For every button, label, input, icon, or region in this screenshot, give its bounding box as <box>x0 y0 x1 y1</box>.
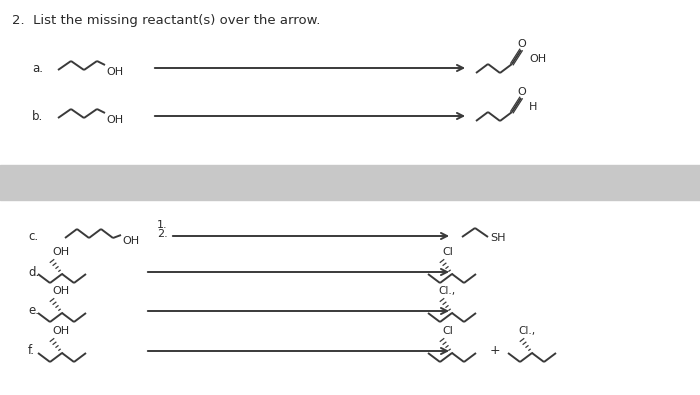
Text: a.: a. <box>32 62 43 75</box>
Text: 1.: 1. <box>157 220 167 230</box>
Text: OH: OH <box>122 236 139 246</box>
Text: OH: OH <box>106 67 123 77</box>
Text: 2.  List the missing reactant(s) over the arrow.: 2. List the missing reactant(s) over the… <box>12 14 321 27</box>
Text: SH: SH <box>490 233 505 243</box>
Text: O: O <box>517 87 526 97</box>
Text: H: H <box>529 102 538 112</box>
Text: OH: OH <box>52 247 69 257</box>
Text: b.: b. <box>32 109 43 122</box>
Text: OH: OH <box>529 54 546 64</box>
Text: 2.: 2. <box>157 229 168 239</box>
Bar <box>0 165 700 200</box>
Text: OH: OH <box>52 326 69 336</box>
Text: Cl.,: Cl., <box>518 326 535 336</box>
Text: f.: f. <box>28 344 35 357</box>
Text: Cl: Cl <box>442 326 453 336</box>
Text: c.: c. <box>28 229 38 243</box>
Text: e.: e. <box>28 305 39 318</box>
Text: +: + <box>490 344 500 357</box>
Text: d.: d. <box>28 265 39 278</box>
Text: OH: OH <box>52 286 69 296</box>
Text: Cl.,: Cl., <box>438 286 455 296</box>
Text: OH: OH <box>106 115 123 125</box>
Text: O: O <box>517 39 526 49</box>
Text: Cl: Cl <box>442 247 453 257</box>
